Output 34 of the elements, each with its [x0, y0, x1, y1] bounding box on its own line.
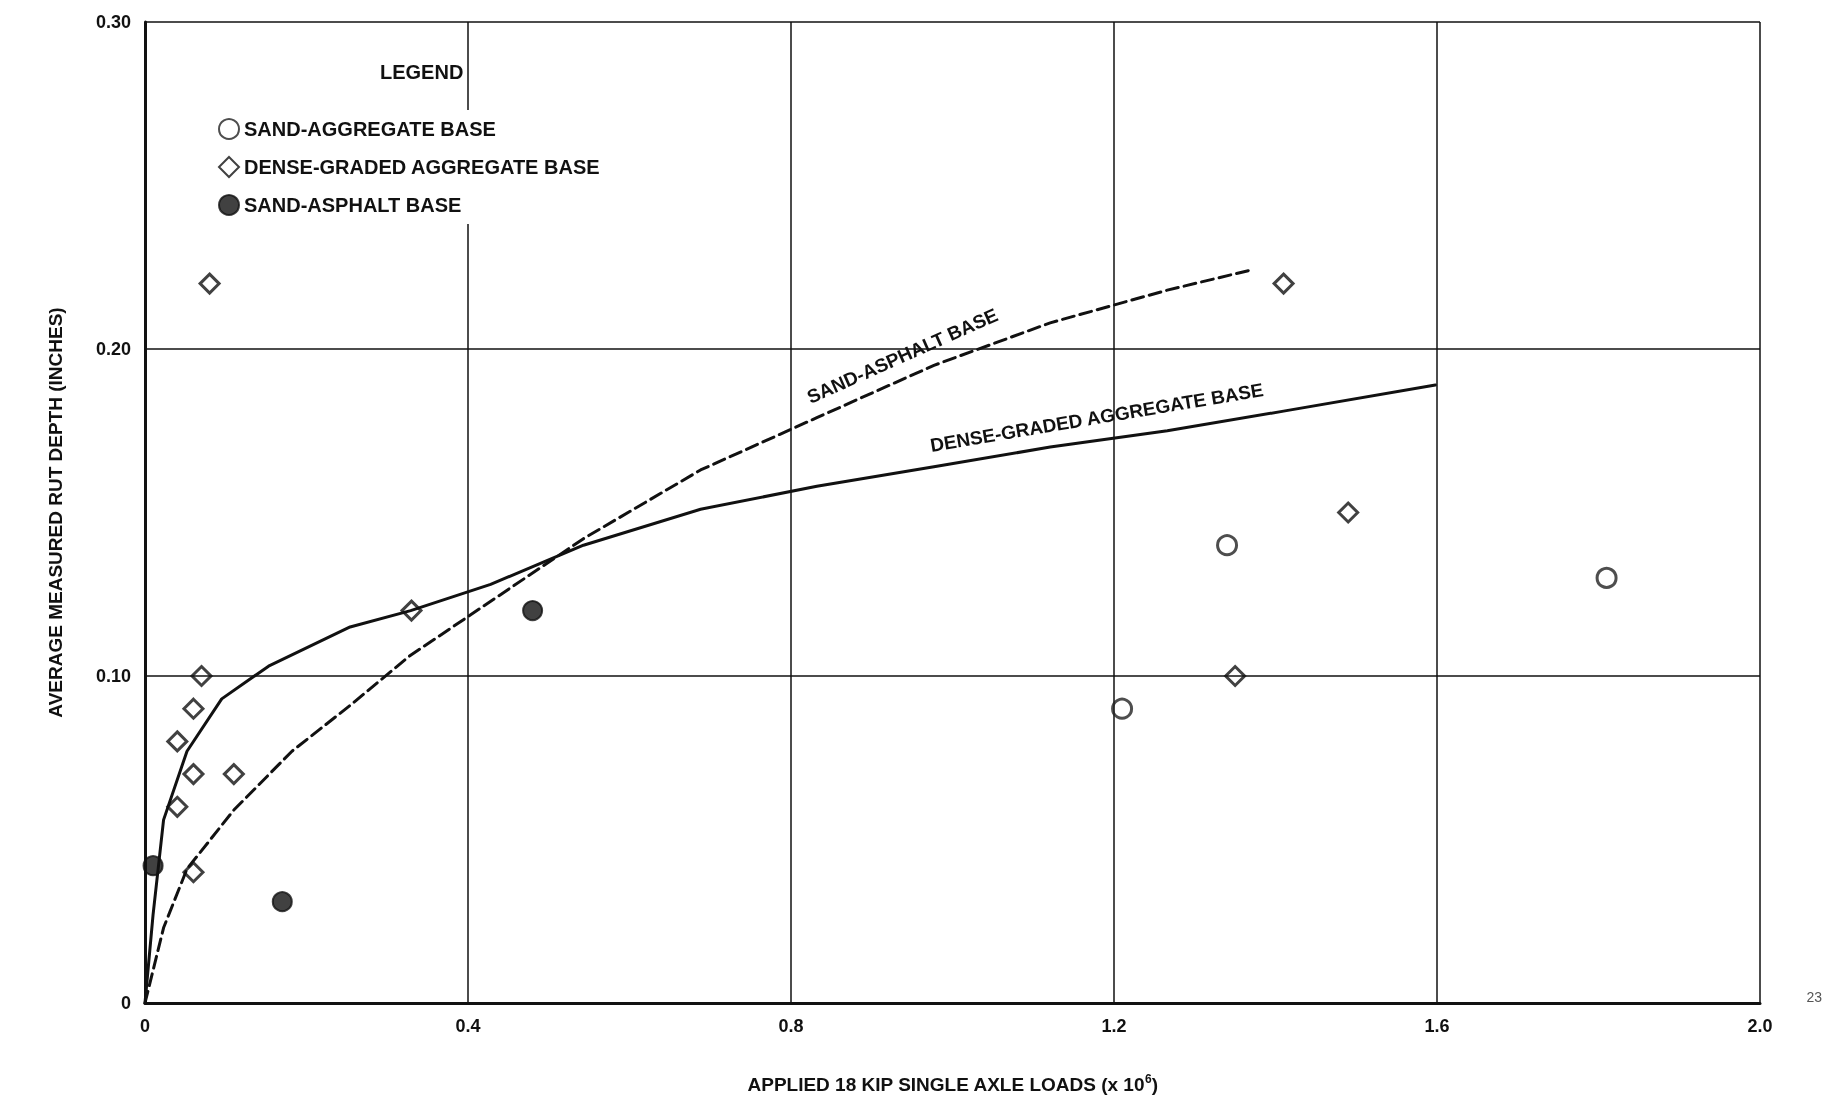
point: [1111, 697, 1134, 720]
point: [1216, 534, 1239, 557]
x-tick-label: 0: [139, 1016, 151, 1036]
y-tick-label: 0.30: [95, 12, 131, 32]
point: [1595, 566, 1618, 589]
text: 23: [1806, 989, 1823, 1005]
point: [222, 763, 245, 786]
point: [142, 855, 164, 877]
point: [1337, 501, 1360, 524]
x-tick-label: 0.4: [455, 1016, 481, 1036]
point: [198, 272, 221, 295]
point: [182, 763, 205, 786]
x-tick-label: 1.2: [1101, 1016, 1127, 1036]
point: [400, 599, 423, 622]
point: [522, 600, 544, 622]
y-tick-label: 0.20: [95, 339, 131, 359]
point: [166, 730, 189, 753]
legend-label: SAND-AGGREGATE BASE: [244, 118, 496, 140]
point: [1224, 665, 1247, 687]
x-tick-label: 2.0: [1747, 1016, 1773, 1036]
legend-title: LEGEND: [380, 61, 464, 83]
legend-label: SAND-ASPHALT BASE: [244, 194, 462, 216]
point: [190, 665, 213, 687]
point: [1272, 272, 1295, 295]
point: [271, 891, 293, 913]
y-tick-label: 0.10: [95, 666, 131, 686]
x-tick-label: 1.6: [1424, 1016, 1450, 1036]
y-axis-title: AVERAGE MEASURED RUT DEPTH (INCHES): [45, 307, 66, 718]
point: [166, 795, 189, 818]
y-tick-label: 0: [120, 993, 131, 1013]
point: [182, 861, 205, 884]
x-tick-label: 0.8: [778, 1016, 804, 1036]
point: [182, 697, 205, 720]
legend-label: DENSE-GRADED AGGREGATE BASE: [244, 156, 600, 178]
